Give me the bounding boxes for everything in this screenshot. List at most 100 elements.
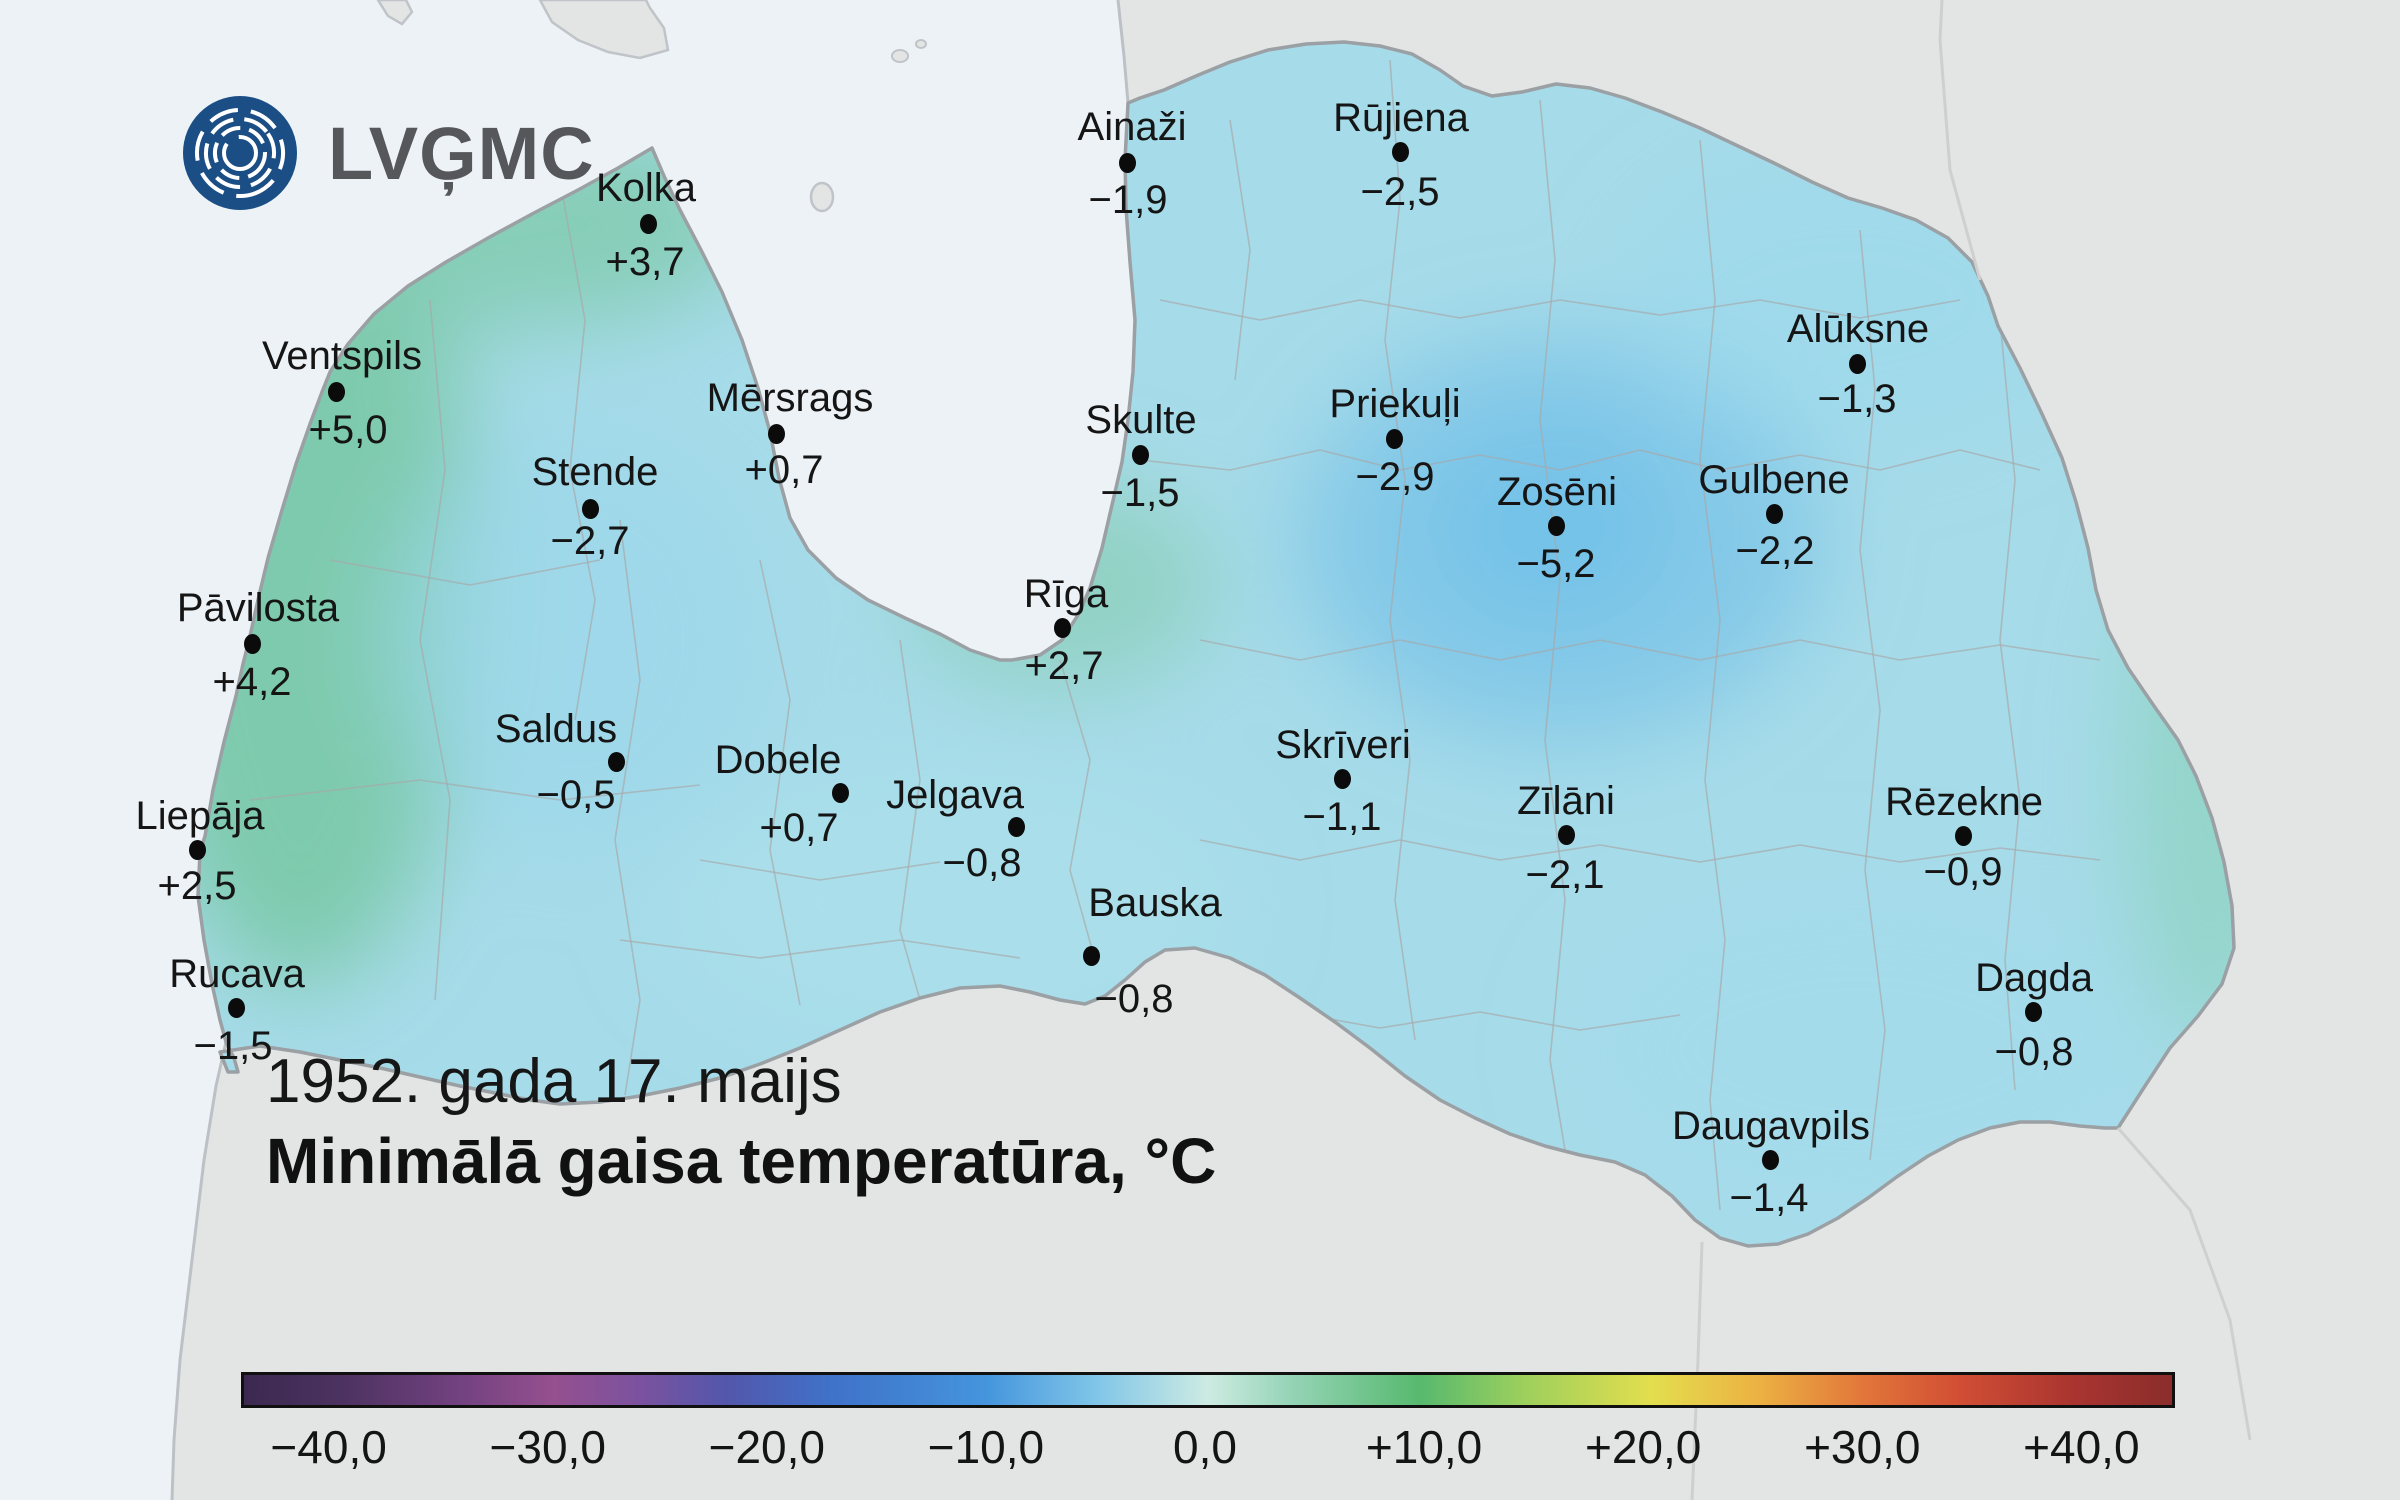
map-subtitle: Minimālā gaisa temperatūra, °C [266, 1125, 1217, 1197]
foreign-borders [1690, 0, 2252, 1500]
station-dot [639, 214, 657, 234]
station-dot [607, 752, 625, 772]
station-dot [1954, 826, 1972, 846]
station-name: Liepāja [135, 794, 265, 838]
station-value: −1,5 [193, 1024, 273, 1068]
station-name: Ventspils [261, 334, 423, 378]
station-dot [767, 424, 785, 444]
lvgmc-logo-icon [183, 96, 297, 210]
lvgmc-logo-text: LVĢMC [328, 111, 595, 195]
station-dot [2024, 1002, 2042, 1022]
station-value: +2,5 [157, 864, 237, 908]
station-dot [1007, 817, 1025, 837]
station-name: Pāvilosta [176, 586, 340, 630]
station-dot [1082, 946, 1100, 966]
station-value: +2,7 [1024, 644, 1104, 688]
legend-tick-label: +20,0 [1584, 1421, 1702, 1473]
station-name: Rucava [169, 952, 305, 996]
station-dot [1333, 769, 1351, 789]
station-value: −2,5 [1360, 170, 1440, 214]
station-name: Rīga [1023, 572, 1109, 616]
station-name: Daugavpils [1672, 1104, 1870, 1148]
station-name: Zosēni [1496, 470, 1618, 514]
station-name: Bauska [1088, 881, 1222, 925]
legend-tick-label: −10,0 [927, 1421, 1045, 1473]
station-name: Dagda [1975, 956, 2093, 1000]
station-value: −0,8 [1994, 1030, 2074, 1074]
station-name: Stende [531, 450, 659, 494]
station-dot [831, 783, 849, 803]
station-name: Kolka [595, 166, 697, 210]
station-dot [227, 998, 245, 1018]
station-value: +5,0 [308, 408, 388, 452]
station-name: Dobele [714, 738, 842, 782]
station-dot [1557, 825, 1575, 845]
kihnu-island [891, 49, 909, 63]
station-dot [1391, 142, 1409, 162]
legend-tick-label: −40,0 [270, 1421, 387, 1473]
station-value: −5,2 [1516, 542, 1596, 586]
station-dot [1547, 516, 1565, 536]
legend-tick-label: −20,0 [708, 1421, 826, 1473]
station-dot [243, 634, 261, 654]
station-value: +3,7 [605, 240, 685, 284]
station-name: Rēzekne [1885, 780, 2043, 824]
station-value: −1,9 [1088, 178, 1168, 222]
station-value: −0,8 [942, 841, 1022, 885]
station-value: −1,3 [1817, 377, 1897, 421]
legend-tick-label: 0,0 [1173, 1421, 1237, 1473]
station-dot [1118, 153, 1136, 173]
station-dot [327, 382, 345, 402]
station-name: Zīlāni [1517, 779, 1615, 823]
station-name: Ainaži [1077, 105, 1187, 149]
station-dot [1761, 1150, 1779, 1170]
small-island [376, 0, 414, 26]
lvgmc-logo: LVĢMC [180, 93, 595, 213]
station-value: +4,2 [212, 660, 292, 704]
ruhnu-island [809, 181, 835, 213]
station-dot [581, 499, 599, 519]
station-dot [1848, 354, 1866, 374]
map-date-title: 1952. gada 17. maijs [266, 1047, 842, 1116]
station-value: −0,9 [1923, 850, 2003, 894]
station-value: −1,1 [1302, 795, 1382, 839]
station-name: Mērsrags [706, 376, 874, 420]
station-value: −0,8 [1094, 977, 1174, 1021]
station-value: −1,5 [1100, 471, 1180, 515]
kihnu-island-2 [915, 39, 927, 49]
station-name: Gulbene [1698, 458, 1850, 502]
legend-tick-label: −30,0 [489, 1421, 606, 1473]
station-dot [1765, 504, 1783, 524]
station-name: Jelgava [886, 773, 1024, 817]
station-value: −2,1 [1525, 853, 1605, 897]
legend-colorbar [241, 1372, 2175, 1408]
station-value: +0,7 [744, 448, 824, 492]
station-dot [188, 840, 206, 860]
station-name: Skulte [1085, 398, 1197, 442]
latvia-border [196, 40, 2236, 1248]
legend-tick-label: +40,0 [2023, 1421, 2140, 1473]
station-value: −2,7 [550, 519, 630, 563]
municipality-borders [249, 59, 2101, 1211]
temperature-spot [385, 430, 765, 850]
baltic-sea [0, 0, 1135, 1500]
station-value: −2,9 [1355, 455, 1435, 499]
station-name: Skrīveri [1275, 723, 1411, 767]
saaremaa-island [538, 0, 670, 60]
station-value: −0,5 [536, 773, 616, 817]
legend-tick-label: +10,0 [1365, 1421, 1483, 1473]
station-name: Priekuļi [1329, 382, 1461, 426]
station-dot [1131, 445, 1149, 465]
estonia-coastline [1116, 0, 1130, 104]
station-name: Saldus [494, 707, 618, 751]
station-name: Alūksne [1786, 307, 1930, 351]
station-dot [1385, 429, 1403, 449]
lithuania-coastline [170, 1041, 228, 1500]
temperature-spot [665, 770, 1235, 1040]
legend-tick-label: +30,0 [1804, 1421, 1921, 1473]
station-value: +0,7 [759, 806, 839, 850]
station-value: −2,2 [1735, 529, 1815, 573]
station-value: −1,4 [1729, 1176, 1809, 1220]
